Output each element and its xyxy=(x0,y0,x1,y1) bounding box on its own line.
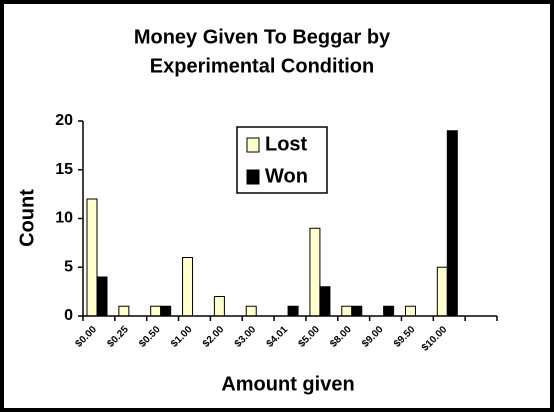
bar xyxy=(351,305,363,317)
bar xyxy=(309,227,321,317)
bar xyxy=(182,257,194,317)
y-tick-label: 5 xyxy=(64,258,73,275)
bar xyxy=(213,296,225,317)
bar xyxy=(383,305,395,317)
chart-title: Money Given To Beggar by xyxy=(134,26,391,48)
bar xyxy=(118,305,130,317)
bar xyxy=(446,130,458,317)
bar xyxy=(287,305,299,317)
legend-label: Lost xyxy=(265,133,308,155)
chart-title: Experimental Condition xyxy=(150,55,374,77)
bar xyxy=(245,305,257,317)
bar xyxy=(404,305,416,317)
legend-label: Won xyxy=(265,165,308,187)
y-tick-label: 0 xyxy=(64,307,73,324)
bar xyxy=(96,276,108,317)
y-axis-label: Count xyxy=(16,189,38,247)
x-axis-label: Amount given xyxy=(221,373,354,395)
bar xyxy=(86,198,98,317)
bar xyxy=(160,305,172,317)
y-tick-label: 10 xyxy=(55,210,73,227)
legend-swatch xyxy=(246,137,260,153)
legend-swatch xyxy=(246,169,260,185)
bar xyxy=(341,305,353,317)
y-tick-label: 15 xyxy=(55,161,73,178)
y-tick-label: 20 xyxy=(55,112,73,129)
bar xyxy=(436,266,448,317)
bar xyxy=(150,305,162,317)
bar xyxy=(319,286,331,317)
